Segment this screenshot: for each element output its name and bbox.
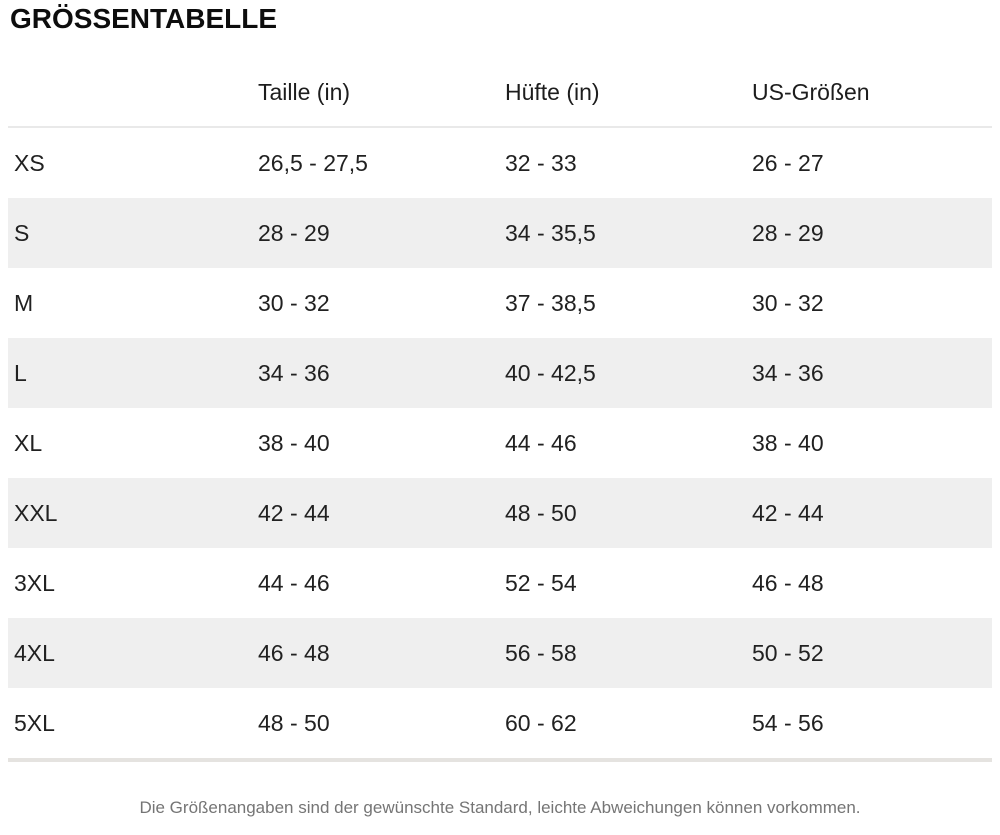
taille-cell: 28 - 29 xyxy=(258,219,330,246)
taille-cell: 46 - 48 xyxy=(258,639,330,666)
taille-cell: 34 - 36 xyxy=(258,359,330,386)
us-size-cell: 30 - 32 xyxy=(752,289,824,316)
size-label-cell: XXL xyxy=(14,499,58,526)
table-row: 4XL 46 - 48 56 - 58 50 - 52 xyxy=(8,618,992,688)
huefte-cell: 34 - 35,5 xyxy=(505,219,596,246)
us-size-cell: 38 - 40 xyxy=(752,429,824,456)
taille-cell: 26,5 - 27,5 xyxy=(258,149,368,176)
us-size-cell: 28 - 29 xyxy=(752,219,824,246)
us-size-cell: 26 - 27 xyxy=(752,149,824,176)
page-title: GRÖSSENTABELLE xyxy=(10,3,278,34)
size-label-cell: 4XL xyxy=(14,639,55,666)
size-table: Taille (in) Hüfte (in) US-Größen XS 26,5… xyxy=(8,35,992,762)
table-row: XS 26,5 - 27,5 32 - 33 26 - 27 xyxy=(8,128,992,198)
header-us-sizes: US-Größen xyxy=(752,79,870,105)
us-size-cell: 46 - 48 xyxy=(752,569,824,596)
table-header-row: Taille (in) Hüfte (in) US-Größen xyxy=(8,35,992,128)
huefte-cell: 37 - 38,5 xyxy=(505,289,596,316)
table-row: L 34 - 36 40 - 42,5 34 - 36 xyxy=(8,338,992,408)
taille-cell: 44 - 46 xyxy=(258,569,330,596)
huefte-cell: 32 - 33 xyxy=(505,149,577,176)
us-size-cell: 50 - 52 xyxy=(752,639,824,666)
size-chart-page: GRÖSSENTABELLE Taille (in) Hüfte (in) US… xyxy=(0,2,1000,818)
us-size-cell: 54 - 56 xyxy=(752,709,824,736)
size-label-cell: 3XL xyxy=(14,569,55,596)
size-label-cell: M xyxy=(14,289,34,316)
taille-cell: 48 - 50 xyxy=(258,709,330,736)
table-row: S 28 - 29 34 - 35,5 28 - 29 xyxy=(8,198,992,268)
table-body: XS 26,5 - 27,5 32 - 33 26 - 27 S 28 - 29… xyxy=(8,128,992,758)
taille-cell: 30 - 32 xyxy=(258,289,330,316)
size-label-cell: 5XL xyxy=(14,709,55,736)
size-label-cell: S xyxy=(14,219,30,246)
table-row: XL 38 - 40 44 - 46 38 - 40 xyxy=(8,408,992,478)
table-row: 5XL 48 - 50 60 - 62 54 - 56 xyxy=(8,688,992,758)
size-label-cell: L xyxy=(14,359,27,386)
us-size-cell: 42 - 44 xyxy=(752,499,824,526)
taille-cell: 42 - 44 xyxy=(258,499,330,526)
size-label-cell: XS xyxy=(14,149,45,176)
footnote: Die Größenangaben sind der gewünschte St… xyxy=(139,798,861,817)
taille-cell: 38 - 40 xyxy=(258,429,330,456)
huefte-cell: 40 - 42,5 xyxy=(505,359,596,386)
table-row: XXL 42 - 44 48 - 50 42 - 44 xyxy=(8,478,992,548)
huefte-cell: 48 - 50 xyxy=(505,499,577,526)
table-row: M 30 - 32 37 - 38,5 30 - 32 xyxy=(8,268,992,338)
us-size-cell: 34 - 36 xyxy=(752,359,824,386)
huefte-cell: 56 - 58 xyxy=(505,639,577,666)
header-taille: Taille (in) xyxy=(258,79,351,105)
header-huefte: Hüfte (in) xyxy=(505,79,600,105)
table-row: 3XL 44 - 46 52 - 54 46 - 48 xyxy=(8,548,992,618)
size-label-cell: XL xyxy=(14,429,43,456)
huefte-cell: 60 - 62 xyxy=(505,709,577,736)
huefte-cell: 52 - 54 xyxy=(505,569,577,596)
huefte-cell: 44 - 46 xyxy=(505,429,577,456)
